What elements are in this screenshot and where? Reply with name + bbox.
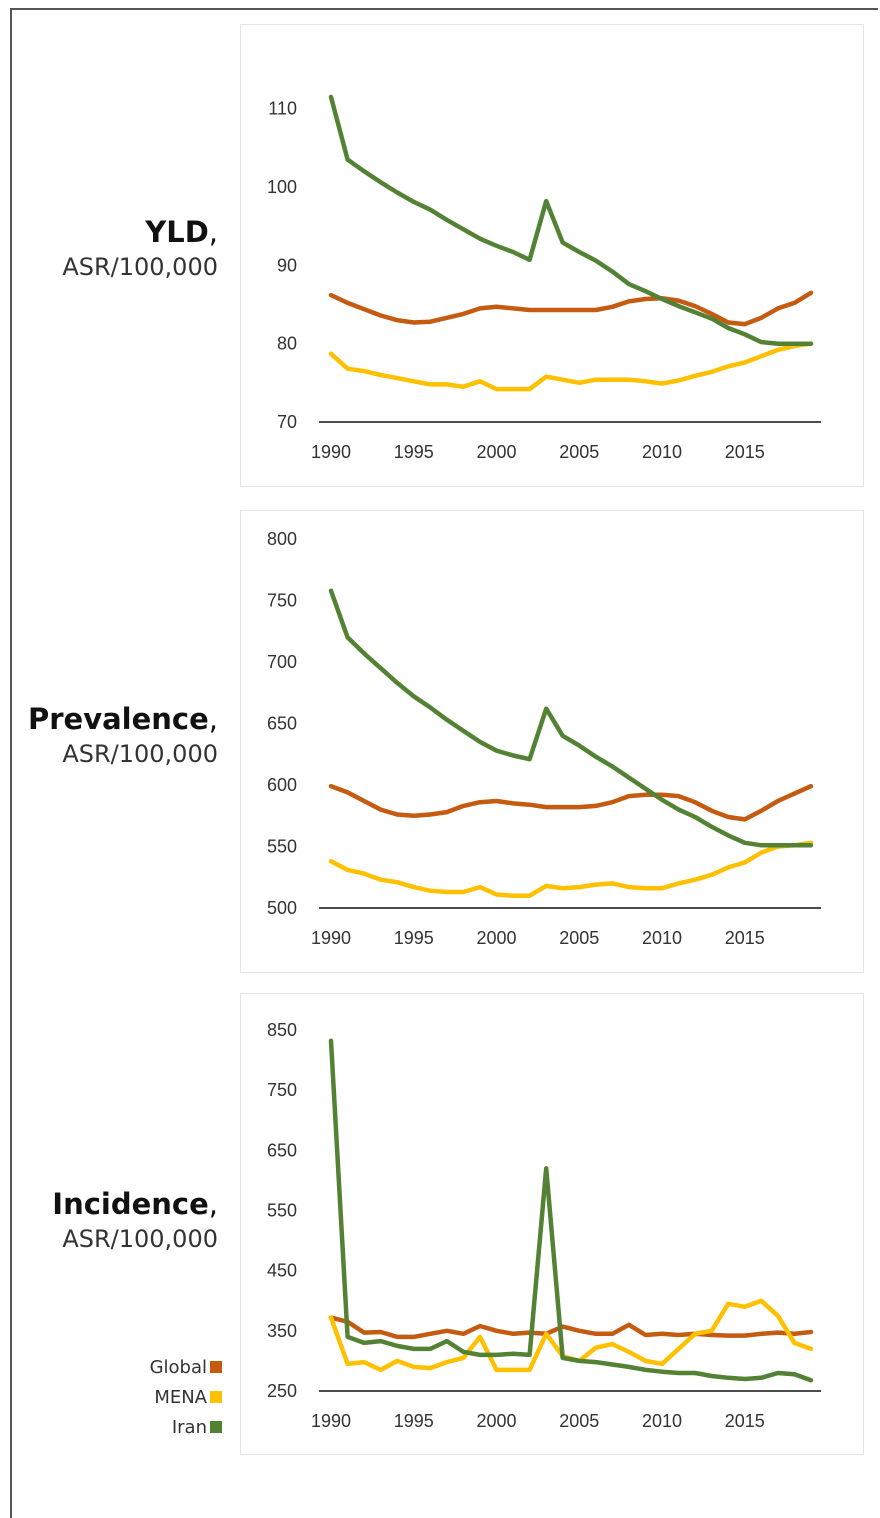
prevalence-chart: 500 550 600 650 700 750 800 1990 1995 2000 2005 201… bbox=[267, 529, 821, 948]
legend-swatch-mena bbox=[210, 1391, 222, 1403]
prevalence-row-label: Prevalence, ASR/100,000 bbox=[28, 701, 218, 771]
yld-xtick-label: 2005 bbox=[559, 442, 599, 462]
prevalence-series-line-global bbox=[328, 783, 814, 822]
incidence-xtick-label: 2015 bbox=[725, 1411, 765, 1431]
yld-row-label: YLD, ASR/100,000 bbox=[62, 214, 218, 284]
yld-xtick-label: 1990 bbox=[311, 442, 351, 462]
incidence-ytick-label: 850 bbox=[267, 1020, 297, 1040]
prevalence-ytick-label: 500 bbox=[267, 898, 297, 918]
yld-xtick-label: 2015 bbox=[725, 442, 765, 462]
yld-ytick-label: 80 bbox=[277, 334, 297, 354]
incidence-xtick-label: 2000 bbox=[476, 1411, 516, 1431]
incidence-title: Incidence bbox=[52, 1187, 209, 1221]
yld-xtick-label: 1995 bbox=[394, 442, 434, 462]
prevalence-ytick-label: 650 bbox=[267, 714, 297, 734]
yld-series-line-global bbox=[328, 290, 814, 327]
incidence-ytick-label: 450 bbox=[267, 1261, 297, 1281]
legend-label-iran: Iran bbox=[171, 1416, 207, 1438]
yld-ytick-label: 100 bbox=[267, 177, 297, 197]
incidence-series-line-iran bbox=[328, 1038, 814, 1383]
incidence-chart: 250 350 450 550 650 750 850 1990 1995 2000 2005 201… bbox=[267, 1020, 821, 1431]
prevalence-series-line-mena bbox=[328, 840, 814, 898]
legend-swatch-global bbox=[210, 1361, 222, 1373]
legend-item-iran: Iran bbox=[110, 1412, 222, 1442]
prevalence-ytick-label: 700 bbox=[267, 652, 297, 672]
incidence-ytick-label: 550 bbox=[267, 1201, 297, 1221]
prevalence-series-line-iran bbox=[328, 588, 814, 848]
prevalence-chart-panel: 500 550 600 650 700 750 800 1990 1995 2000 2005 201… bbox=[240, 510, 864, 973]
yld-ytick-label: 70 bbox=[277, 412, 297, 432]
incidence-ytick-label: 250 bbox=[267, 1381, 297, 1401]
legend: Global MENA Iran bbox=[110, 1352, 222, 1442]
incidence-ytick-label: 650 bbox=[267, 1140, 297, 1160]
prevalence-unit: ASR/100,000 bbox=[62, 740, 218, 768]
incidence-chart-panel: 250 350 450 550 650 750 850 1990 1995 2000 2005 201… bbox=[240, 993, 864, 1455]
yld-comma: , bbox=[208, 215, 218, 249]
yld-unit: ASR/100,000 bbox=[62, 253, 218, 281]
yld-chart-panel: 70 80 90 100 110 1990 1995 2000 2005 2010 2015 bbox=[240, 24, 864, 487]
yld-series-line-mena bbox=[328, 341, 814, 392]
incidence-xtick-label: 1995 bbox=[394, 1411, 434, 1431]
yld-xtick-label: 2000 bbox=[476, 442, 516, 462]
legend-label-global: Global bbox=[149, 1356, 207, 1378]
incidence-xtick-label: 1990 bbox=[311, 1411, 351, 1431]
incidence-comma: , bbox=[208, 1187, 218, 1221]
figure-frame bbox=[10, 8, 878, 1518]
legend-item-global: Global bbox=[110, 1352, 222, 1382]
prevalence-ytick-label: 800 bbox=[267, 529, 297, 549]
prevalence-xtick-label: 2005 bbox=[559, 928, 599, 948]
yld-chart: 70 80 90 100 110 1990 1995 2000 2005 2010 2015 bbox=[267, 94, 821, 462]
yld-ytick-label: 90 bbox=[277, 255, 297, 275]
prevalence-ytick-label: 600 bbox=[267, 775, 297, 795]
incidence-xtick-label: 2005 bbox=[559, 1411, 599, 1431]
incidence-xtick-label: 2010 bbox=[642, 1411, 682, 1431]
incidence-series-line-global bbox=[328, 1315, 814, 1340]
incidence-ytick-label: 750 bbox=[267, 1080, 297, 1100]
yld-ytick-label: 110 bbox=[268, 99, 297, 119]
prevalence-xtick-label: 2015 bbox=[725, 928, 765, 948]
prevalence-xtick-label: 1995 bbox=[394, 928, 434, 948]
yld-title: YLD bbox=[145, 215, 209, 249]
prevalence-comma: , bbox=[208, 702, 218, 736]
incidence-ytick-label: 350 bbox=[267, 1321, 297, 1341]
yld-series-line-iran bbox=[328, 94, 814, 346]
legend-item-mena: MENA bbox=[110, 1382, 222, 1412]
legend-swatch-iran bbox=[210, 1421, 222, 1433]
prevalence-xtick-label: 2000 bbox=[476, 928, 516, 948]
prevalence-ytick-label: 750 bbox=[267, 591, 297, 611]
incidence-row-label: Incidence, ASR/100,000 bbox=[52, 1186, 218, 1256]
yld-xtick-label: 2010 bbox=[642, 442, 682, 462]
incidence-unit: ASR/100,000 bbox=[62, 1225, 218, 1253]
legend-label-mena: MENA bbox=[154, 1386, 207, 1408]
prevalence-title: Prevalence bbox=[27, 702, 209, 736]
prevalence-xtick-label: 2010 bbox=[642, 928, 682, 948]
prevalence-xtick-label: 1990 bbox=[311, 928, 351, 948]
prevalence-ytick-label: 550 bbox=[267, 837, 297, 857]
